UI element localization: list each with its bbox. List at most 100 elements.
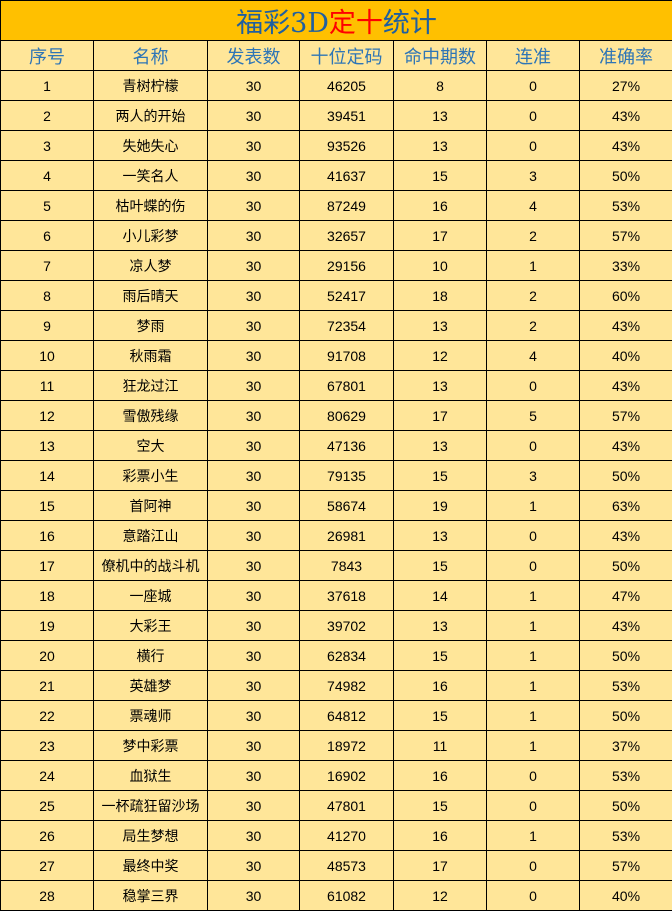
col-tens-code-cell: 62834 xyxy=(300,641,394,671)
col-hits-cell: 11 xyxy=(394,731,487,761)
col-accuracy-cell: 60% xyxy=(580,281,672,311)
col-accuracy-cell: 50% xyxy=(580,461,672,491)
col-hits-cell: 18 xyxy=(394,281,487,311)
col-accuracy-cell: 43% xyxy=(580,101,672,131)
col-accuracy-cell: 50% xyxy=(580,551,672,581)
col-tens-code-cell: 52417 xyxy=(300,281,394,311)
col-published-cell: 30 xyxy=(208,161,300,191)
col-tens-code-cell: 48573 xyxy=(300,851,394,881)
col-streak-cell: 4 xyxy=(487,191,580,221)
col-streak-cell: 3 xyxy=(487,161,580,191)
col-name-cell: 失她失心 xyxy=(94,131,208,161)
col-hits-cell: 13 xyxy=(394,101,487,131)
col-index-cell: 17 xyxy=(1,551,94,581)
col-accuracy-cell: 57% xyxy=(580,401,672,431)
col-published-cell: 30 xyxy=(208,581,300,611)
col-streak-cell: 0 xyxy=(487,131,580,161)
col-streak-cell: 0 xyxy=(487,761,580,791)
header-col-tens-code: 十位定码 xyxy=(300,41,394,71)
col-hits-cell: 15 xyxy=(394,161,487,191)
col-published-cell: 30 xyxy=(208,311,300,341)
col-published-cell: 30 xyxy=(208,341,300,371)
col-index-cell: 5 xyxy=(1,191,94,221)
col-hits-cell: 16 xyxy=(394,671,487,701)
col-index-cell: 20 xyxy=(1,641,94,671)
col-name-cell: 枯叶蝶的伤 xyxy=(94,191,208,221)
col-published-cell: 30 xyxy=(208,221,300,251)
col-index-cell: 22 xyxy=(1,701,94,731)
col-accuracy-cell: 50% xyxy=(580,791,672,821)
col-index-cell: 7 xyxy=(1,251,94,281)
col-accuracy-cell: 47% xyxy=(580,581,672,611)
col-name-cell: 意踏江山 xyxy=(94,521,208,551)
header-col-published: 发表数 xyxy=(208,41,300,71)
col-hits-cell: 17 xyxy=(394,401,487,431)
col-index-cell: 15 xyxy=(1,491,94,521)
col-streak-cell: 0 xyxy=(487,521,580,551)
col-name-cell: 最终中奖 xyxy=(94,851,208,881)
col-tens-code-cell: 7843 xyxy=(300,551,394,581)
col-published-cell: 30 xyxy=(208,881,300,911)
title-text: 福彩3D xyxy=(236,8,329,39)
col-accuracy-cell: 43% xyxy=(580,131,672,161)
col-index-cell: 10 xyxy=(1,341,94,371)
col-index-cell: 2 xyxy=(1,101,94,131)
col-accuracy-cell: 53% xyxy=(580,821,672,851)
col-streak-cell: 1 xyxy=(487,671,580,701)
col-accuracy-cell: 50% xyxy=(580,701,672,731)
col-hits-cell: 17 xyxy=(394,221,487,251)
col-accuracy-cell: 50% xyxy=(580,641,672,671)
col-streak-cell: 1 xyxy=(487,491,580,521)
col-hits-cell: 14 xyxy=(394,581,487,611)
col-tens-code-cell: 64812 xyxy=(300,701,394,731)
col-streak-cell: 2 xyxy=(487,221,580,251)
col-index-cell: 12 xyxy=(1,401,94,431)
col-index-cell: 3 xyxy=(1,131,94,161)
col-streak-cell: 0 xyxy=(487,101,580,131)
col-accuracy-cell: 40% xyxy=(580,341,672,371)
col-index-cell: 8 xyxy=(1,281,94,311)
col-published-cell: 30 xyxy=(208,491,300,521)
col-tens-code-cell: 61082 xyxy=(300,881,394,911)
header-row: 序号名称发表数十位定码命中期数连准准确率 xyxy=(1,41,672,71)
col-accuracy-cell: 43% xyxy=(580,371,672,401)
col-streak-cell: 0 xyxy=(487,551,580,581)
col-published-cell: 30 xyxy=(208,461,300,491)
col-published-cell: 30 xyxy=(208,551,300,581)
col-index-cell: 11 xyxy=(1,371,94,401)
col-hits-cell: 13 xyxy=(394,611,487,641)
col-streak-cell: 1 xyxy=(487,821,580,851)
col-name-cell: 雪傲残缘 xyxy=(94,401,208,431)
col-name-cell: 青树柠檬 xyxy=(94,71,208,101)
col-accuracy-cell: 53% xyxy=(580,761,672,791)
header-col-hits: 命中期数 xyxy=(394,41,487,71)
col-tens-code-cell: 87249 xyxy=(300,191,394,221)
col-tens-code-cell: 47136 xyxy=(300,431,394,461)
col-hits-cell: 17 xyxy=(394,851,487,881)
col-published-cell: 30 xyxy=(208,251,300,281)
col-name-cell: 小儿彩梦 xyxy=(94,221,208,251)
col-published-cell: 30 xyxy=(208,191,300,221)
col-name-cell: 横行 xyxy=(94,641,208,671)
col-hits-cell: 13 xyxy=(394,521,487,551)
col-index-cell: 21 xyxy=(1,671,94,701)
col-published-cell: 30 xyxy=(208,281,300,311)
col-streak-cell: 0 xyxy=(487,71,580,101)
col-accuracy-cell: 33% xyxy=(580,251,672,281)
col-published-cell: 30 xyxy=(208,71,300,101)
col-accuracy-cell: 50% xyxy=(580,161,672,191)
header-col-index: 序号 xyxy=(1,41,94,71)
col-index-cell: 9 xyxy=(1,311,94,341)
col-tens-code-cell: 41270 xyxy=(300,821,394,851)
col-accuracy-cell: 57% xyxy=(580,221,672,251)
